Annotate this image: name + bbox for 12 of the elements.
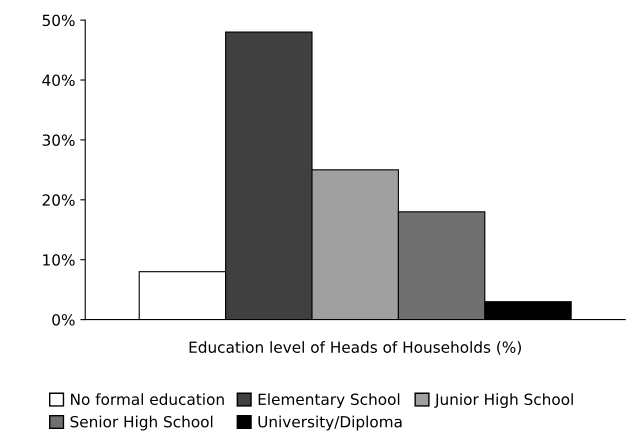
legend-label: University/Diploma (258, 416, 402, 430)
y-tick-label: 0% (52, 314, 75, 326)
y-tick-label: 20% (42, 194, 75, 206)
y-tick-label: 30% (42, 134, 75, 146)
legend-label: Junior High School (434, 393, 573, 408)
y-tick-label: 40% (42, 74, 75, 86)
y-tick-label: 10% (43, 254, 75, 266)
x-axis-title: Education level of Heads of Households (%) (190, 341, 521, 355)
legend-label: No formal education (71, 393, 224, 406)
legend-label: Senior High School (70, 416, 212, 430)
y-tick-label: 50% (42, 14, 75, 26)
legend-label: Elementary School (258, 393, 400, 408)
